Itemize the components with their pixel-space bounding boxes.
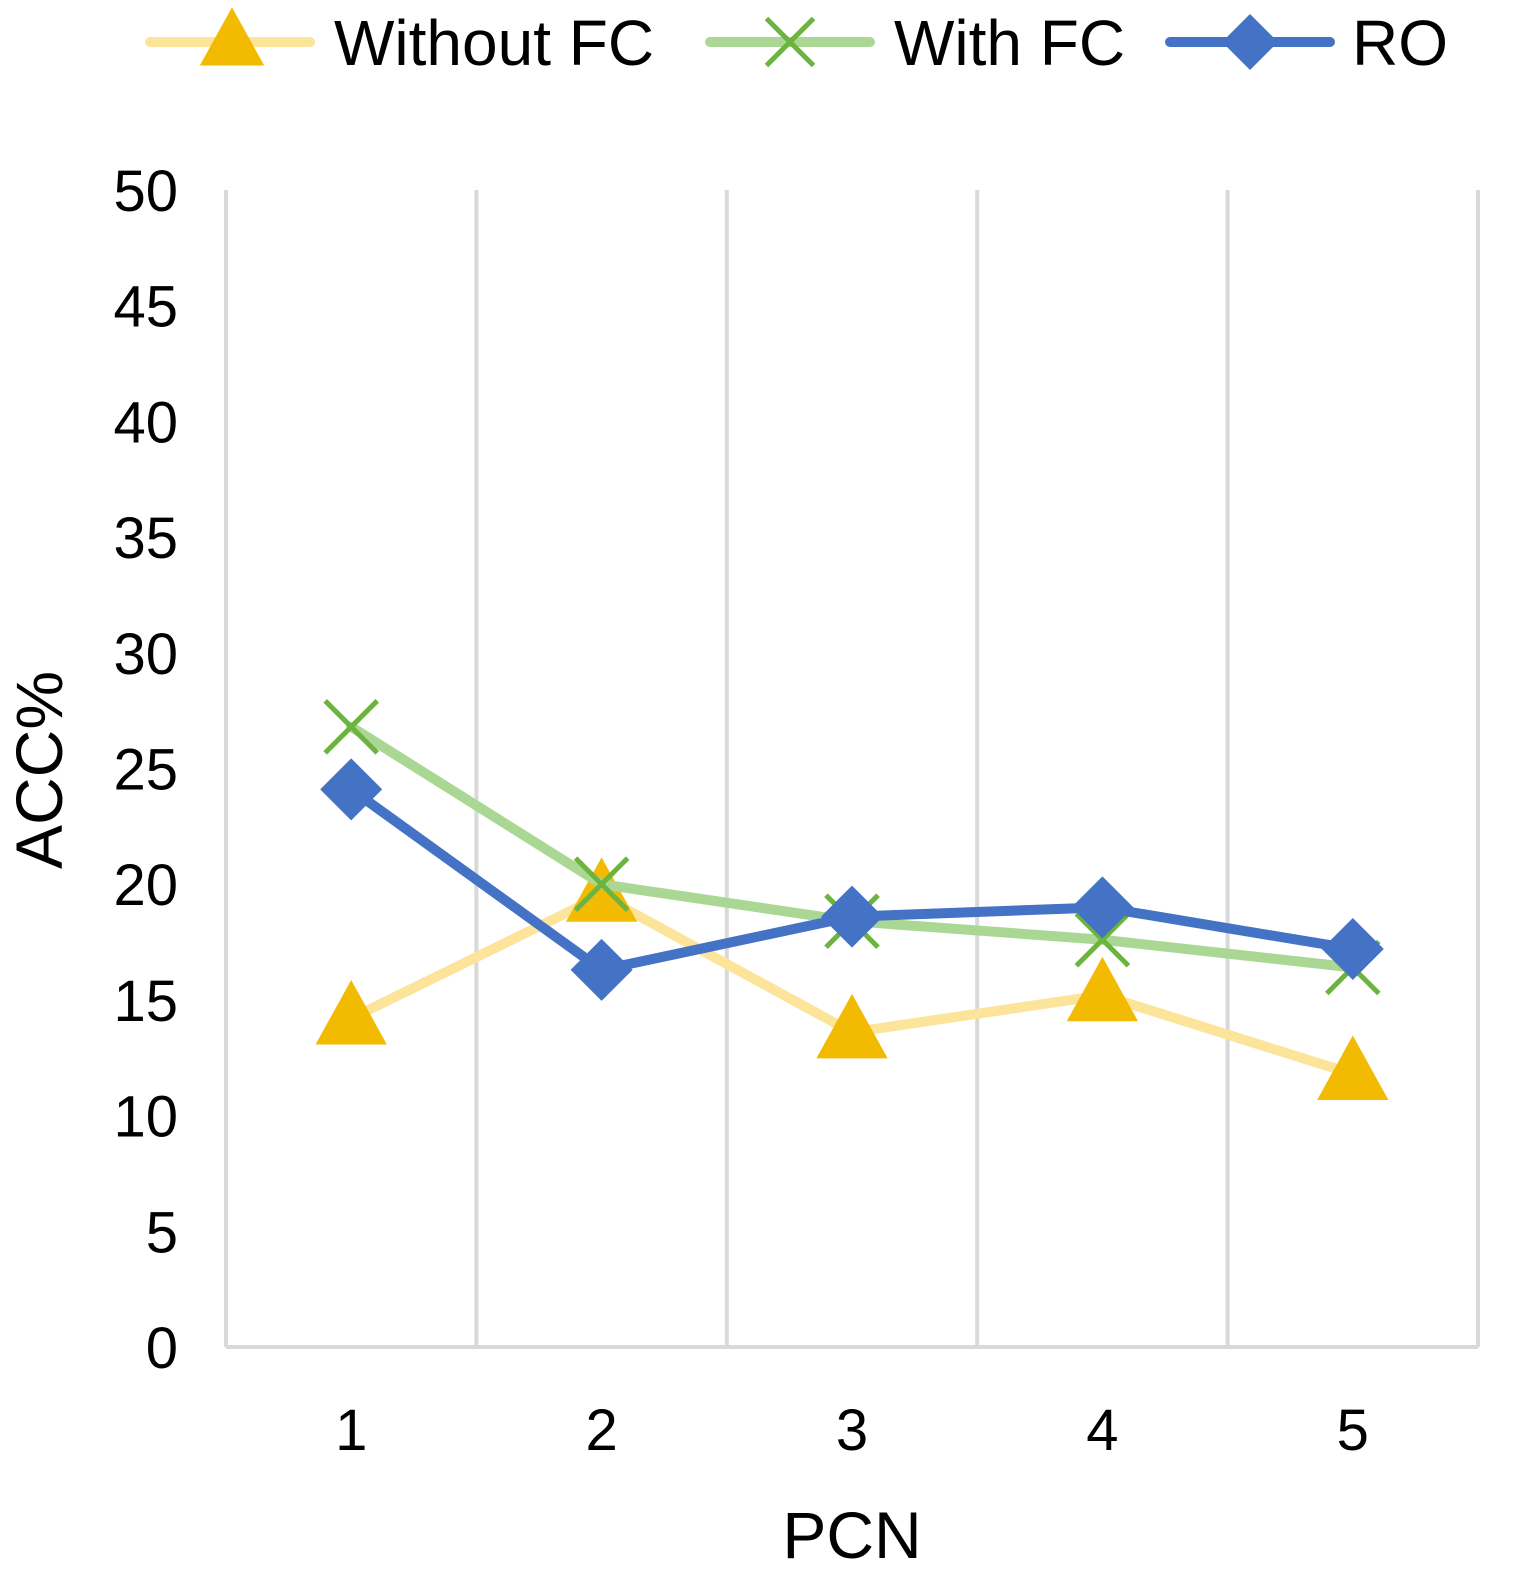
y-tick-label: 5 xyxy=(146,1200,178,1265)
data-point xyxy=(1071,876,1134,939)
x-icon xyxy=(764,16,816,68)
legend-item-with-fc: With FC xyxy=(705,7,1125,79)
data-point xyxy=(573,856,630,913)
data-point xyxy=(315,979,387,1045)
y-axis-tick-labels: 0 5 10 15 20 25 30 35 40 45 50 xyxy=(113,159,178,1381)
y-tick-label: 0 xyxy=(146,1316,178,1381)
diamond-icon xyxy=(1222,14,1278,70)
data-point xyxy=(1321,917,1384,980)
legend-label: With FC xyxy=(894,7,1125,79)
y-tick-label: 20 xyxy=(113,853,178,918)
y-tick-label: 35 xyxy=(113,506,178,571)
data-point xyxy=(1317,1035,1389,1100)
data-point xyxy=(821,885,883,948)
legend-item-ro: RO xyxy=(1165,7,1448,79)
series-layer xyxy=(315,699,1389,1100)
legend-item-without-fc: Without FC xyxy=(145,7,654,79)
y-axis-title: ACC% xyxy=(2,671,76,869)
data-point xyxy=(320,758,383,821)
y-tick-label: 40 xyxy=(113,390,178,455)
y-tick-label: 30 xyxy=(113,622,178,687)
y-tick-label: 25 xyxy=(113,738,178,803)
x-tick-label: 5 xyxy=(1337,1398,1369,1463)
data-point xyxy=(1074,911,1131,968)
x-tick-label: 1 xyxy=(335,1398,367,1463)
x-tick-label: 2 xyxy=(585,1398,617,1463)
y-tick-label: 15 xyxy=(113,969,178,1034)
y-tick-label: 45 xyxy=(113,275,178,340)
legend-label: RO xyxy=(1352,7,1448,79)
data-point xyxy=(570,938,633,1001)
data-point xyxy=(323,699,380,755)
series-without-fc xyxy=(315,857,1389,1100)
gridlines xyxy=(224,190,1480,1347)
x-axis-title: PCN xyxy=(782,1498,921,1570)
data-point xyxy=(1066,956,1139,1022)
data-point xyxy=(816,993,888,1059)
y-tick-label: 50 xyxy=(113,159,178,224)
data-point xyxy=(565,857,638,922)
x-tick-label: 3 xyxy=(836,1398,868,1463)
x-tick-label: 4 xyxy=(1086,1398,1118,1463)
y-tick-label: 10 xyxy=(113,1085,178,1150)
legend-label: Without FC xyxy=(334,7,654,79)
legend: Without FC With FC RO xyxy=(145,7,1448,79)
series-ro xyxy=(320,758,1384,1001)
triangle-icon xyxy=(199,7,265,66)
x-axis-tick-labels: 1 2 3 4 5 xyxy=(335,1398,1369,1463)
